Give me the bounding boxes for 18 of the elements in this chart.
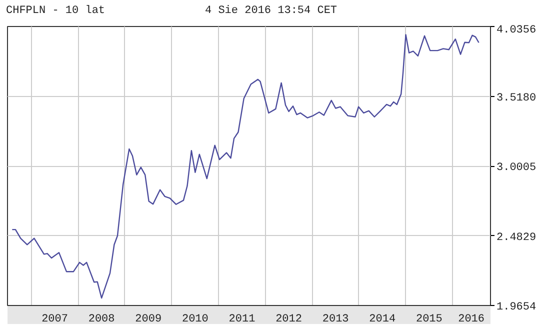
x-tick-label: 2013 [322, 314, 349, 326]
x-tick-label: 2010 [182, 314, 208, 326]
x-tick-label: 2008 [88, 314, 115, 326]
y-tick-label: 1.9654 [496, 302, 537, 314]
y-tick-label: 2.4829 [496, 232, 536, 244]
y-tick-label: 3.0005 [496, 162, 536, 174]
line-series [12, 34, 480, 299]
y-tick-label: 3.5180 [496, 92, 536, 104]
x-tick-label: 2009 [135, 314, 162, 326]
x-tick-label: 2014 [369, 314, 396, 326]
chart-title: CHFPLN - 10 lat [6, 5, 106, 18]
y-tick-label: 4.0356 [496, 24, 536, 36]
x-tick-label: 2011 [228, 314, 256, 326]
chart-subtitle: 4 Sie 2016 13:54 CET [205, 5, 338, 18]
x-tick-label: 2012 [276, 314, 302, 326]
x-tick-label: 2015 [416, 314, 442, 326]
x-tick-label: 2007 [42, 314, 68, 326]
x-tick-label: 2016 [458, 314, 485, 326]
